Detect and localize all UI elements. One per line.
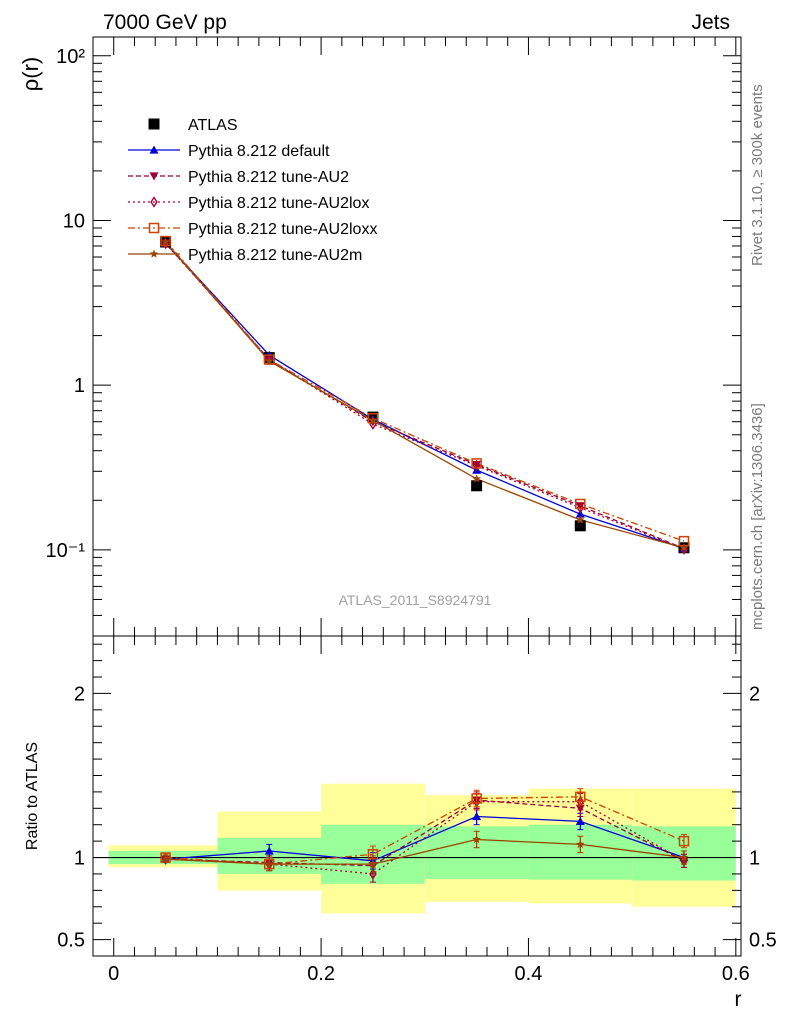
main-point-atlas [574, 520, 586, 532]
main-point-au2loxx [264, 354, 275, 365]
ratio-point-au2m [368, 859, 378, 868]
main-point-au2 [472, 460, 482, 469]
main-point-au2lox [576, 502, 585, 514]
rivet-label: Rivet 3.1.10, ≥ 300k events [749, 84, 766, 266]
main-point-au2lox [472, 459, 481, 472]
main-point-au2m [679, 543, 689, 552]
main-data [160, 235, 690, 555]
main-point-au2loxx [471, 458, 482, 469]
legend-label-au2lox: Pythia 8.212 tune-AU2lox [188, 195, 369, 212]
main-point-au2m [368, 416, 378, 425]
ratio-point-au2lox [576, 795, 585, 808]
legend-label-au2: Pythia 8.212 tune-AU2 [188, 169, 349, 186]
main-y-tick-label: 10⁻¹ [46, 540, 86, 562]
ratio-y-tick-label-right: 1 [749, 848, 760, 870]
mcplots-label: mcplots.cern.ch [arXiv:1306.3436] [749, 403, 766, 630]
legend-label-default: Pythia 8.212 default [188, 143, 330, 160]
main-point-au2m [576, 515, 585, 524]
main-point-au2m [161, 237, 170, 246]
ratio-x-tick-label: 0 [108, 963, 119, 985]
ratio-point-au2m [264, 859, 274, 868]
main-y-tick-label: 10 [63, 210, 85, 232]
header-right: Jets [691, 11, 730, 34]
main-y-tick-label: 10² [56, 46, 85, 68]
ratio-point-au2loxx [575, 791, 586, 803]
ratio-point-default [472, 812, 482, 821]
ratio-point-default [264, 846, 274, 855]
analysis-watermark: ATLAS_2011_S8924791 [339, 592, 492, 608]
legend-label-au2loxx: Pythia 8.212 tune-AU2loxx [188, 221, 377, 238]
main-point-au2 [575, 502, 585, 511]
ratio-point-default [575, 816, 585, 826]
main-point-au2m [264, 356, 274, 365]
x-axis-label: r [735, 988, 742, 1011]
ratio-y-tick-label: 1 [74, 848, 85, 870]
legend-marker-au2loxx [148, 222, 160, 234]
legend-marker-au2lox [150, 196, 158, 208]
legend: ATLAS Pythia 8.212 default Pythia 8.212 tu… [128, 117, 377, 264]
ratio-y-axis-label: Ratio to ATLAS [24, 742, 41, 850]
ratio-x-tick-label: 0.4 [515, 963, 543, 985]
ratio-point-au2m [576, 839, 585, 849]
main-plot-area [93, 37, 741, 636]
ratio-data [160, 788, 690, 883]
ratio-frame [92, 635, 742, 957]
ratio-line-default [165, 815, 685, 862]
legend-marker-au2m [149, 249, 159, 258]
ratio-point-au2m [161, 854, 170, 863]
ratio-point-au2m [679, 853, 689, 862]
main-y-tick-label: 1 [74, 375, 85, 397]
ratio-line-au2m [165, 838, 685, 865]
ratio-y-tick-label: 0.5 [57, 930, 85, 952]
main-point-au2m [472, 474, 481, 483]
ratio-point-au2loxx [678, 835, 690, 847]
ratio-point-au2loxx [471, 793, 482, 804]
ratio-x-tick-label: 0.6 [722, 963, 750, 985]
main-point-au2loxx [160, 235, 171, 247]
ratio-uncertainty-bands [108, 783, 736, 914]
ratio-y-tick-label-right: 0.5 [749, 930, 777, 952]
legend-label-atlas: ATLAS [188, 117, 238, 134]
main-point-au2loxx [575, 498, 586, 510]
ratio-line-au2 [165, 799, 685, 867]
legend-marker-atlas [148, 118, 160, 130]
ratio-axes: 0.5 0.5 1 1 2 2 0 0.2 0.4 0.6 [57, 635, 777, 985]
legend-marker-default [149, 145, 159, 154]
legend-label-au2m: Pythia 8.212 tune-AU2m [188, 247, 362, 264]
main-line-au2loxx [165, 240, 685, 542]
ratio-panel: 0.5 0.5 1 1 2 2 0 0.2 0.4 0.6 Ratio to ATLAS r [24, 635, 777, 1011]
main-line-au2m [165, 241, 685, 549]
main-panel: 10⁻¹ 1 10 10² ATLAS_2011_S8924791 ATLAS Pyth… [18, 36, 742, 637]
main-line-default [165, 242, 685, 550]
ratio-y-tick-label-right: 2 [749, 683, 760, 705]
header-left: 7000 GeV pp [103, 11, 227, 34]
main-point-atlas [471, 480, 483, 492]
legend-marker-au2 [149, 172, 159, 181]
main-point-au2loxx [367, 412, 379, 424]
ratio-x-tick-label: 0.2 [307, 963, 335, 985]
ratio-point-au2m [472, 834, 481, 844]
ratio-y-tick-label: 2 [74, 683, 85, 705]
main-y-axis-label: ρ(r) [18, 57, 43, 92]
